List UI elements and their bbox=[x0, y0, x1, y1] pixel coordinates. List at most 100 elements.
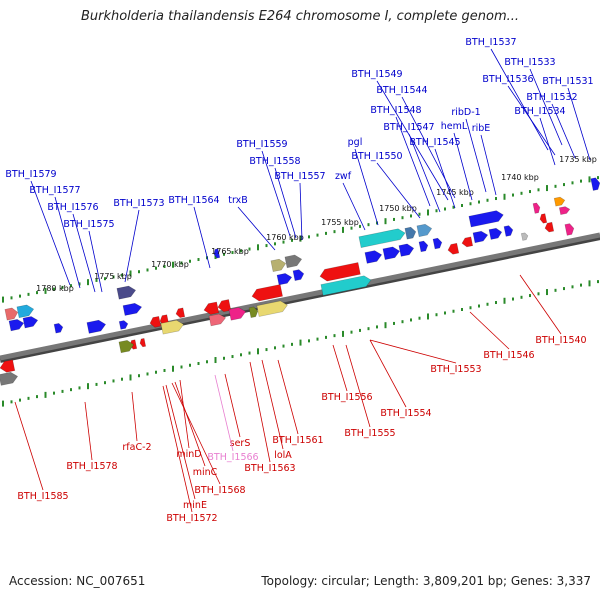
tick-mark bbox=[410, 318, 412, 322]
gene-block-bottom bbox=[0, 371, 19, 386]
tick-mark bbox=[427, 209, 429, 216]
gene-block-top bbox=[590, 177, 600, 191]
gene-block-bottom bbox=[256, 300, 288, 317]
gene-arrow-top bbox=[276, 273, 293, 286]
gene-label-bottom: minD bbox=[176, 449, 201, 460]
gene-label-top: BTH_I1550 bbox=[351, 151, 402, 162]
gene-arrow-bottom bbox=[539, 213, 548, 224]
leader-line bbox=[14, 401, 44, 491]
tick-mark bbox=[325, 231, 327, 235]
leader-line bbox=[519, 274, 562, 335]
tick-mark bbox=[333, 230, 336, 234]
gene-label-top: BTH_I1548 bbox=[370, 105, 421, 116]
gene-label-bottom: BTH_I1561 bbox=[272, 435, 323, 446]
leader-line bbox=[165, 384, 196, 500]
tick-mark bbox=[240, 353, 242, 357]
leader-line bbox=[469, 311, 510, 350]
gene-label-top: BTH_I1534 bbox=[514, 106, 565, 117]
gene-arrow-bottom bbox=[149, 315, 162, 328]
leader-line bbox=[72, 213, 96, 293]
gene-label-bottom: lolA bbox=[274, 450, 292, 461]
leader-line bbox=[30, 180, 71, 286]
gene-label-bottom: BTH_I1553 bbox=[430, 364, 481, 375]
gene-label-bottom: minE bbox=[183, 500, 207, 511]
tick-mark bbox=[350, 226, 353, 230]
leader-line bbox=[529, 68, 563, 146]
tick-mark bbox=[410, 214, 412, 218]
tick-mark bbox=[121, 273, 123, 277]
tick-mark bbox=[95, 278, 98, 282]
leader-line bbox=[567, 87, 591, 161]
tick-mark bbox=[469, 306, 472, 310]
gene-label-bottom: BTH_I1540 bbox=[535, 335, 586, 346]
tick-mark bbox=[563, 287, 565, 291]
leader-line bbox=[376, 162, 421, 219]
gene-label-top: BTH_I1558 bbox=[249, 156, 300, 167]
tick-mark bbox=[282, 240, 285, 244]
tick-mark bbox=[44, 391, 47, 398]
tick-mark bbox=[418, 316, 421, 320]
gene-block-bottom bbox=[520, 232, 529, 241]
tick-mark bbox=[580, 283, 582, 287]
tick-mark bbox=[61, 285, 64, 289]
gene-label-top: BTH_I1573 bbox=[113, 198, 164, 209]
gene-arrow-top bbox=[22, 316, 39, 329]
tick-row-bottom bbox=[2, 280, 599, 407]
gene-label-bottom: BTH_I1566 bbox=[207, 452, 258, 463]
tick-mark bbox=[435, 313, 438, 317]
leader-line bbox=[480, 134, 497, 196]
tick-mark bbox=[231, 251, 234, 255]
gene-block-bottom bbox=[208, 313, 227, 327]
gene-label-top: ribD-1 bbox=[451, 107, 480, 118]
tick-mark bbox=[291, 342, 293, 346]
gene-block-bottom bbox=[118, 340, 135, 354]
leader-line bbox=[376, 80, 449, 201]
gene-label-top: pgl bbox=[348, 137, 363, 148]
tick-mark bbox=[342, 226, 344, 233]
gene-label-top: BTH_I1531 bbox=[542, 76, 593, 87]
gene-label-top: BTH_I1564 bbox=[168, 195, 219, 206]
gene-arrow-top bbox=[292, 269, 305, 281]
tick-mark bbox=[163, 264, 166, 268]
tick-mark bbox=[452, 309, 455, 313]
leader-line bbox=[174, 381, 206, 467]
tick-mark bbox=[588, 280, 591, 287]
gene-arrow-top bbox=[432, 237, 443, 250]
tick-mark bbox=[554, 288, 557, 292]
map-title: Burkholderia thailandensis E264 chromoso… bbox=[80, 9, 520, 24]
leader-line bbox=[539, 117, 556, 166]
tick-mark bbox=[206, 360, 208, 364]
gene-block-bottom bbox=[228, 307, 247, 321]
tick-mark bbox=[180, 365, 183, 369]
tick-mark bbox=[146, 268, 149, 272]
leader-line bbox=[124, 209, 140, 283]
gene-arrow-top bbox=[382, 246, 401, 261]
tick-mark bbox=[469, 202, 472, 206]
tick-mark bbox=[495, 301, 497, 305]
scale-label: 1775 kbp bbox=[94, 272, 132, 281]
tick-mark bbox=[537, 188, 540, 192]
tick-mark bbox=[197, 258, 200, 262]
gene-label-top: BTH_I1533 bbox=[504, 57, 555, 68]
gene-arrow-top bbox=[53, 323, 64, 334]
tick-mark bbox=[27, 396, 30, 400]
gene-arrow-bottom bbox=[0, 359, 16, 373]
tick-mark bbox=[503, 297, 506, 304]
tick-mark bbox=[291, 238, 293, 242]
tick-mark bbox=[53, 391, 55, 395]
gene-arrow-bottom bbox=[461, 236, 474, 248]
tick-mark bbox=[248, 247, 251, 251]
tick-mark bbox=[10, 400, 13, 404]
chromosome-backbone bbox=[0, 232, 600, 363]
tick-mark bbox=[529, 294, 531, 298]
tick-mark bbox=[486, 198, 489, 202]
leader-line bbox=[465, 118, 487, 193]
tick-mark bbox=[70, 284, 72, 288]
gene-label-bottom: BTH_I1563 bbox=[244, 463, 295, 474]
tick-mark bbox=[61, 389, 64, 393]
gene-label-top: ribE bbox=[472, 123, 491, 134]
tick-mark bbox=[2, 296, 4, 303]
gene-label-bottom: rfaC-2 bbox=[122, 442, 151, 453]
tick-mark bbox=[580, 179, 582, 183]
leader-line bbox=[332, 344, 348, 392]
